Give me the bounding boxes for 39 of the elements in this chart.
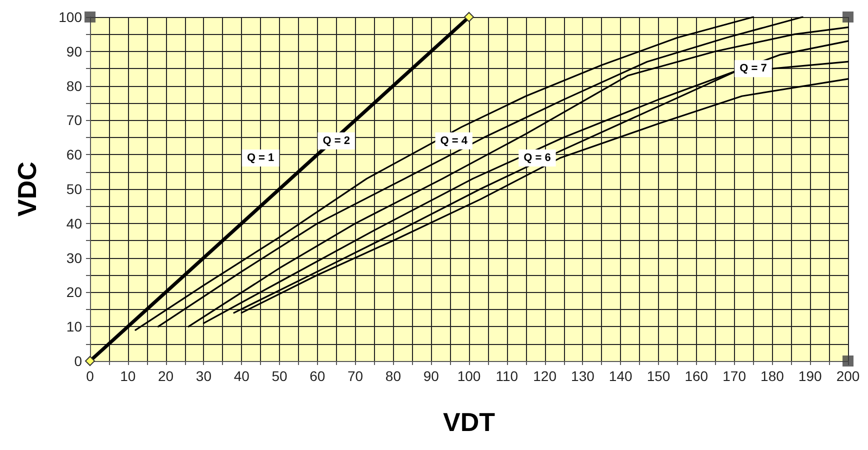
annotation: Q = 6 (524, 152, 551, 164)
y-axis-title: VDC (12, 161, 42, 216)
x-tick-label: 90 (423, 368, 440, 384)
x-tick-label: 70 (348, 368, 364, 384)
x-tick-label: 60 (310, 368, 326, 384)
y-tick-label: 70 (66, 112, 82, 128)
y-tick-label: 50 (66, 181, 82, 197)
y-tick-label: 30 (66, 250, 82, 266)
x-tick-label: 130 (571, 368, 595, 384)
x-tick-label: 100 (457, 368, 481, 384)
x-tick-label: 150 (646, 368, 670, 384)
annotation: Q = 7 (740, 62, 767, 75)
y-tick-label: 40 (66, 215, 82, 232)
x-tick-label: 20 (158, 368, 174, 384)
annotation: Q = 2 (322, 134, 350, 147)
x-tick-label: 170 (722, 368, 746, 384)
x-tick-label: 0 (86, 368, 94, 384)
x-tick-label: 50 (272, 368, 288, 384)
x-tick-label: 190 (798, 368, 822, 384)
y-tick-label: 20 (66, 284, 82, 300)
x-tick-label: 40 (234, 368, 250, 384)
x-tick-label: 160 (684, 368, 708, 384)
y-tick-label: 60 (66, 146, 82, 163)
y-tick-label: 0 (74, 353, 82, 369)
annotation: Q = 1 (246, 152, 274, 164)
x-axis-title: VDT (443, 407, 496, 437)
x-tick-label: 110 (496, 368, 518, 384)
y-tick-label: 100 (58, 9, 82, 25)
annotation: Q = 4 (440, 134, 468, 147)
x-tick-label: 80 (385, 368, 402, 384)
x-tick-label: 120 (533, 368, 557, 384)
y-tick-label: 80 (66, 78, 82, 94)
x-tick-label: 30 (196, 368, 212, 384)
x-tick-label: 10 (120, 368, 136, 384)
y-tick-label: 90 (66, 43, 82, 60)
x-tick-label: 140 (608, 368, 632, 384)
x-tick-label: 200 (836, 368, 860, 384)
x-tick-label: 180 (760, 368, 784, 384)
y-tick-label: 10 (66, 318, 82, 335)
